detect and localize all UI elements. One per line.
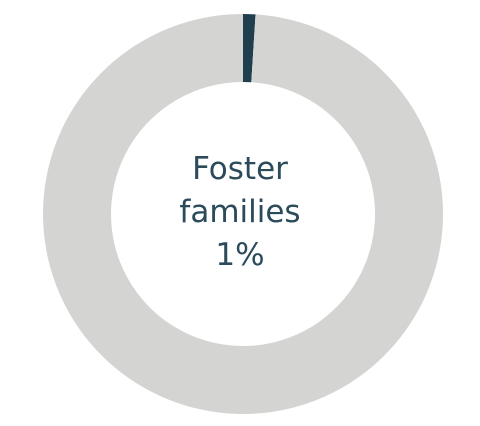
center-label-line-1: Foster bbox=[192, 151, 288, 187]
center-label: Foster families 1% bbox=[140, 148, 340, 277]
donut-slice-2 bbox=[42, 14, 443, 415]
donut-slice-1 bbox=[243, 14, 256, 83]
center-label-line-2: families bbox=[179, 194, 301, 230]
donut-slices bbox=[42, 14, 443, 415]
center-label-line-3: 1% bbox=[215, 237, 265, 273]
